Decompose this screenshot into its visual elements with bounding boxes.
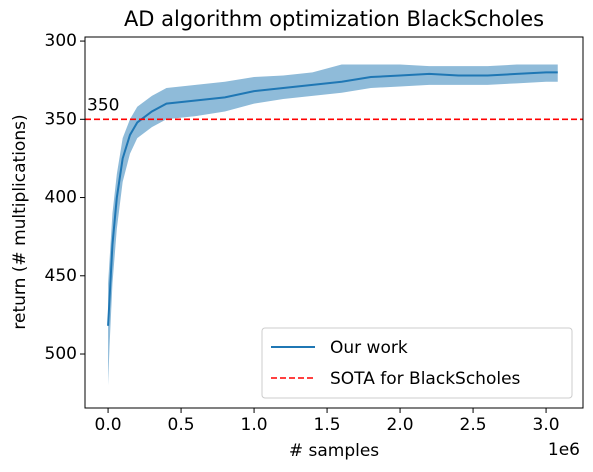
chart-title: AD algorithm optimization BlackScholes xyxy=(124,7,544,31)
y-tick-label: 500 xyxy=(45,344,77,364)
x-tick-label: 1.0 xyxy=(241,415,268,435)
reference-label: 350 xyxy=(87,95,119,115)
line xyxy=(107,71,558,326)
y-tick-label: 350 xyxy=(45,109,77,129)
x-tick-label: 0.5 xyxy=(168,415,195,435)
y-axis-label: return (# multiplications) xyxy=(10,114,30,329)
plot-frame xyxy=(84,36,584,409)
x-tick-label: 1.5 xyxy=(314,415,341,435)
x-tick-label: 0.0 xyxy=(95,415,122,435)
legend-box xyxy=(261,327,573,399)
confidence-band xyxy=(108,64,558,386)
legend-label: Our work xyxy=(330,338,408,358)
legend-label: SOTA for BlackScholes xyxy=(330,369,521,389)
x-tick-label: 3.0 xyxy=(533,415,560,435)
x-offset-label: 1e6 xyxy=(548,440,580,460)
x-tick-label: 2.5 xyxy=(460,415,487,435)
y-tick-label: 300 xyxy=(45,31,77,51)
y-tick-label: 400 xyxy=(45,188,77,208)
x-tick-label: 2.0 xyxy=(387,415,414,435)
y-tick-label: 450 xyxy=(45,266,77,286)
x-axis-label: # samples xyxy=(289,441,379,461)
